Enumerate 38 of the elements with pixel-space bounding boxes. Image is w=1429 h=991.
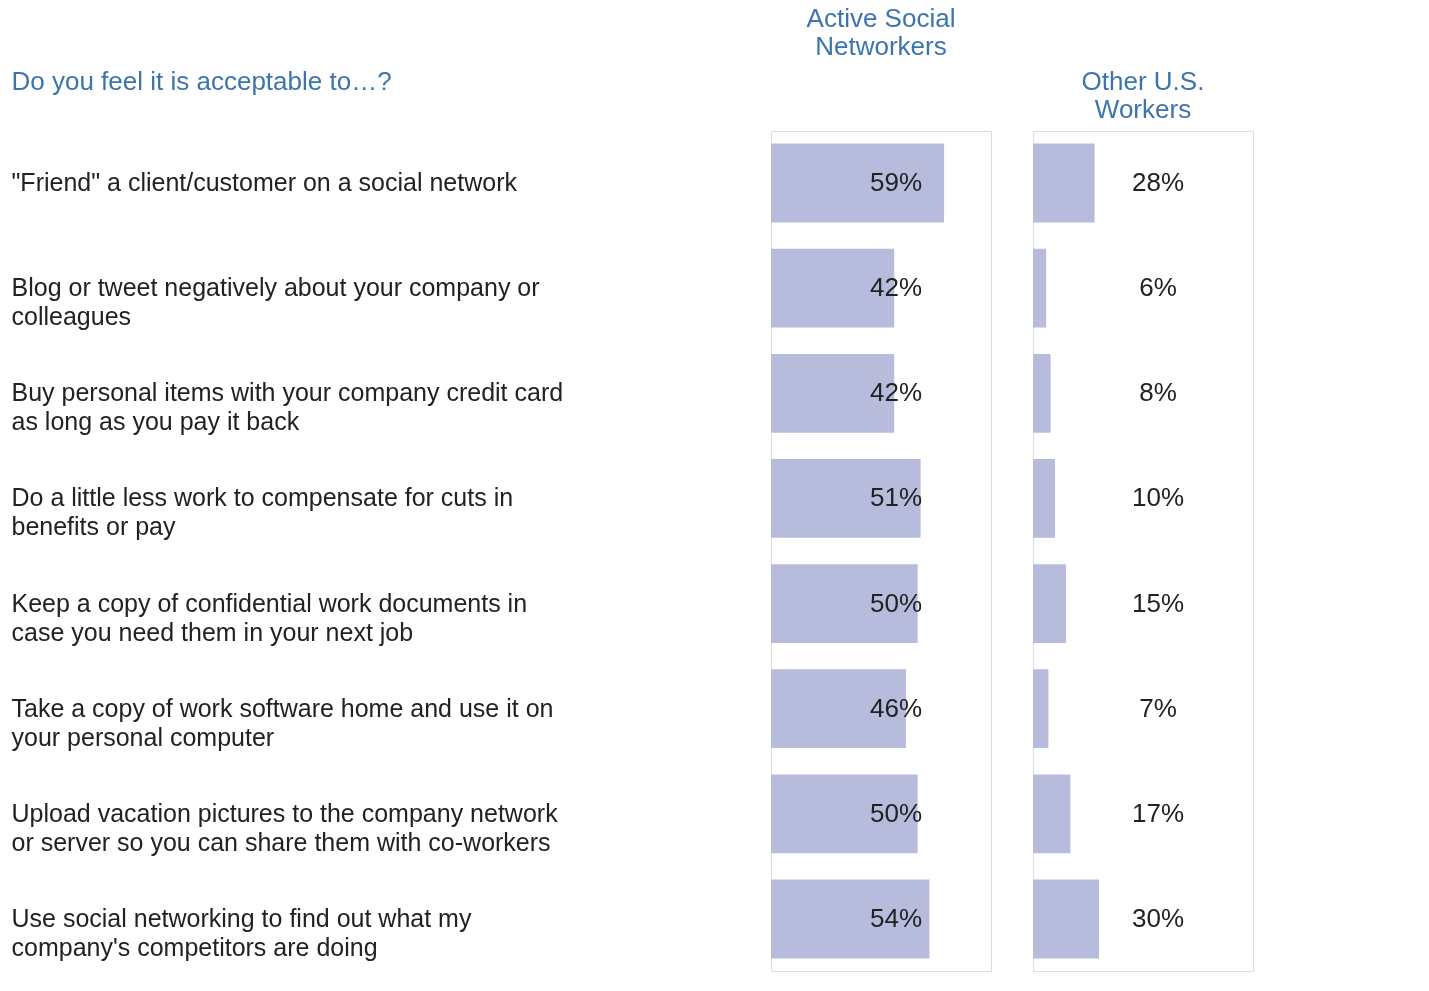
data-label: 8% — [1139, 377, 1177, 408]
data-label: 50% — [869, 797, 923, 828]
y-tick-label: Do a little less work to compensate for cuts in benefits or pay — [11, 483, 514, 541]
data-label: 42% — [869, 377, 923, 408]
y-tick-label: Use social networking to find out what my company's competitors are doing — [11, 903, 472, 961]
data-label: 51% — [869, 482, 923, 513]
data-label: 10% — [1131, 482, 1185, 513]
data-label: 15% — [1131, 587, 1185, 618]
data-label: 50% — [869, 587, 923, 618]
bar — [1033, 774, 1071, 854]
bar — [1033, 564, 1066, 643]
y-axis-title: Do you feel it is acceptable to…? — [11, 65, 392, 96]
data-label: 46% — [869, 692, 923, 723]
bar — [1033, 459, 1055, 538]
bar — [771, 879, 930, 959]
y-tick-label: Buy personal items with your company credit card as long as you pay it back — [11, 378, 564, 436]
chart-title: Active Social Networkers — [806, 3, 956, 61]
data-label: 54% — [869, 902, 923, 933]
data-label: 59% — [869, 167, 923, 198]
bar — [1033, 353, 1051, 433]
y-tick-label: "Friend" a client/customer on a social network — [11, 168, 518, 197]
data-label: 6% — [1139, 272, 1177, 303]
data-label: 17% — [1131, 797, 1185, 828]
y-tick-label: Upload vacation pictures to the company network or server so you can share them with co-workers — [11, 798, 559, 856]
bar — [1033, 669, 1049, 749]
chart-title: Other U.S. Workers — [1081, 66, 1205, 124]
y-tick-label: Take a copy of work software home and use it on your personal computer — [11, 693, 554, 751]
y-tick-label: Keep a copy of confidential work documents in case you need them in your next job — [11, 588, 528, 646]
bar — [771, 459, 921, 538]
data-label: 42% — [869, 272, 923, 303]
bar — [771, 143, 945, 223]
data-label: 30% — [1131, 902, 1185, 933]
bar — [1033, 248, 1047, 328]
bar — [1033, 879, 1099, 959]
data-label: 7% — [1139, 692, 1177, 723]
data-label: 28% — [1131, 167, 1185, 198]
bar — [1033, 143, 1095, 223]
y-tick-label: Blog or tweet negatively about your company or colleagues — [11, 273, 540, 331]
